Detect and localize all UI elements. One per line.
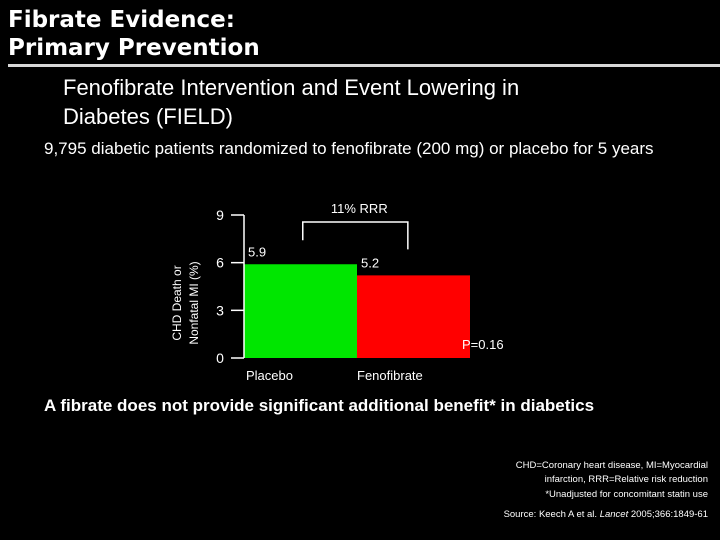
footnote-abbreviations: CHD=Coronary heart disease, MI=Myocardia… — [516, 459, 708, 487]
y-tick-label: 0 — [216, 350, 224, 366]
source-prefix: Source: Keech A et al. — [503, 509, 598, 520]
source-journal: Lancet — [599, 509, 629, 520]
slide-title: Fibrate Evidence: Primary Prevention — [8, 6, 260, 62]
y-tick-label: 3 — [216, 302, 224, 318]
title-line-2: Primary Prevention — [8, 35, 260, 61]
conclusion-text: A fibrate does not provide significant a… — [44, 396, 595, 415]
p-value-label: P=0.16 — [462, 337, 504, 352]
y-axis-label-line-1: CHD Death or — [170, 265, 184, 340]
footnote-unadjusted: *Unadjusted for concomitant statin use — [545, 489, 708, 500]
source-suffix: 2005;366:1849-61 — [630, 509, 708, 520]
study-description: 9,795 diabetic patients randomized to fe… — [44, 139, 654, 158]
subtitle-line-2: Diabetes (FIELD) — [63, 104, 233, 129]
rrr-bracket — [302, 221, 409, 250]
bar-value-label: 5.2 — [361, 255, 379, 270]
footnote-source: Source: Keech A et al. Lancet 2005;366:1… — [504, 508, 708, 522]
title-divider — [8, 64, 720, 67]
bar-value-label: 5.9 — [248, 244, 266, 259]
footnote-abbrev-line-1: CHD=Coronary heart disease, MI=Myocardia… — [515, 460, 708, 471]
y-axis-label-line-2: Nonfatal MI (%) — [187, 261, 201, 344]
slide-subtitle: Fenofibrate Intervention and Event Lower… — [63, 73, 519, 131]
y-tick-label: 9 — [216, 207, 224, 223]
x-tick-label: Placebo — [246, 368, 293, 383]
rrr-label: 11% RRR — [331, 201, 388, 216]
title-line-1: Fibrate Evidence: — [8, 7, 235, 33]
bar-fenofibrate — [357, 275, 470, 358]
bar-placebo — [244, 264, 357, 358]
y-tick-label: 6 — [216, 255, 224, 271]
x-tick-label: Fenofibrate — [357, 368, 423, 383]
subtitle-line-1: Fenofibrate Intervention and Event Lower… — [63, 75, 520, 100]
footnote-abbrev-line-2: infarction, RRR=Relative risk reduction — [544, 474, 708, 485]
